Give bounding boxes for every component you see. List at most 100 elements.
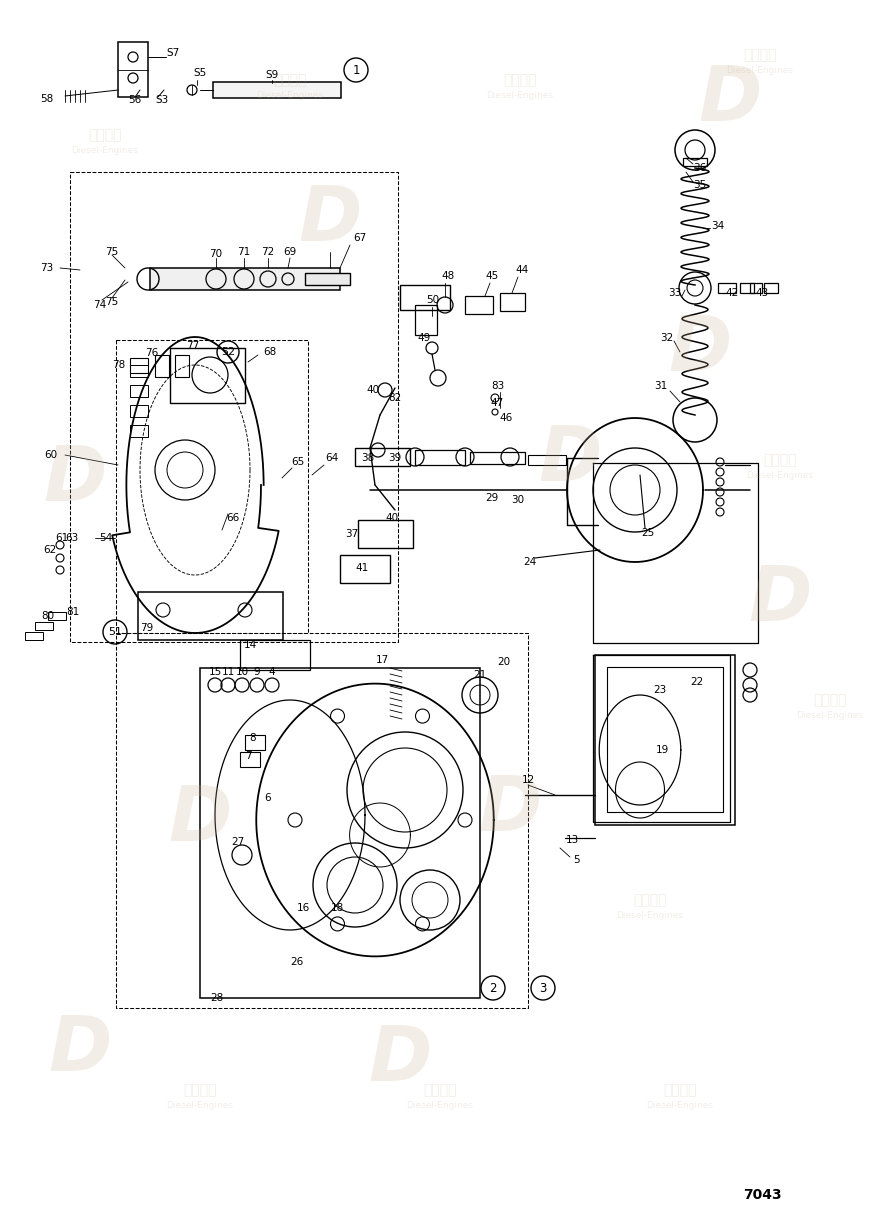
Text: 70: 70	[209, 248, 222, 260]
Bar	[718, 283, 736, 293]
Text: 聚发动力: 聚发动力	[634, 893, 667, 907]
Text: 75: 75	[105, 247, 118, 257]
Bar	[750, 283, 762, 293]
Bar	[740, 283, 754, 293]
Text: 11: 11	[222, 667, 235, 677]
Text: 聚发动力: 聚发动力	[273, 73, 307, 87]
Bar	[528, 455, 566, 465]
Text: 68: 68	[263, 347, 277, 357]
Text: 2: 2	[490, 982, 497, 995]
Text: 聚发动力: 聚发动力	[183, 1082, 217, 1097]
Text: 73: 73	[40, 263, 53, 273]
Text: 14: 14	[243, 640, 256, 649]
Text: 82: 82	[388, 394, 401, 403]
Text: 61: 61	[55, 533, 69, 542]
Text: 72: 72	[262, 247, 275, 257]
Text: Diesel-Engines: Diesel-Engines	[71, 145, 139, 155]
Bar	[200, 668, 480, 998]
Text: 7: 7	[245, 752, 251, 761]
Text: 12: 12	[522, 775, 535, 785]
Text: 22: 22	[691, 676, 704, 688]
Bar	[305, 273, 350, 285]
Text: 7043: 7043	[742, 1188, 781, 1202]
Bar	[683, 157, 707, 166]
Text: 67: 67	[353, 232, 367, 244]
Text: 56: 56	[128, 95, 142, 105]
Text: 80: 80	[42, 611, 54, 621]
Text: 24: 24	[523, 557, 537, 567]
Bar	[130, 426, 148, 437]
Text: 41: 41	[355, 563, 368, 573]
Text: 62: 62	[44, 545, 57, 555]
Bar	[465, 296, 493, 314]
Text: D: D	[48, 1014, 111, 1087]
Text: 38: 38	[361, 453, 375, 462]
Text: 54: 54	[100, 533, 113, 542]
Bar	[500, 293, 525, 311]
Text: 45: 45	[485, 271, 498, 280]
Text: 69: 69	[283, 247, 296, 257]
Text: Diesel-Engines: Diesel-Engines	[407, 1101, 473, 1109]
Text: 65: 65	[291, 458, 304, 467]
Bar	[400, 285, 450, 310]
Text: 29: 29	[485, 493, 498, 503]
Text: Diesel-Engines: Diesel-Engines	[726, 65, 794, 75]
Text: 10: 10	[236, 667, 248, 677]
Text: 16: 16	[296, 903, 310, 913]
Bar	[470, 451, 525, 464]
Text: 60: 60	[44, 450, 58, 460]
Text: 33: 33	[668, 288, 682, 298]
Text: Diesel-Engines: Diesel-Engines	[646, 1101, 714, 1109]
Text: 1: 1	[352, 64, 360, 76]
Text: 76: 76	[145, 348, 158, 358]
Bar	[764, 283, 778, 293]
Bar	[175, 355, 189, 378]
Bar	[607, 667, 723, 812]
Text: D: D	[668, 312, 732, 387]
Text: Diesel-Engines: Diesel-Engines	[747, 471, 813, 480]
Text: 聚发动力: 聚发动力	[813, 692, 846, 707]
Text: 26: 26	[290, 957, 303, 967]
Bar	[138, 592, 283, 640]
Text: 34: 34	[711, 221, 724, 231]
Text: 13: 13	[565, 835, 578, 845]
Text: 8: 8	[250, 733, 256, 743]
Text: 21: 21	[473, 670, 487, 680]
Text: 58: 58	[40, 93, 53, 105]
Bar	[355, 448, 410, 466]
Bar	[358, 520, 413, 549]
Text: 3: 3	[539, 982, 546, 995]
Text: 18: 18	[330, 903, 344, 913]
Text: 23: 23	[653, 685, 667, 695]
Bar	[240, 752, 260, 768]
Bar	[25, 632, 43, 640]
Text: 42: 42	[725, 288, 739, 298]
Text: 43: 43	[756, 288, 769, 298]
Text: 17: 17	[376, 656, 389, 665]
Bar	[340, 555, 390, 583]
Text: D: D	[478, 772, 542, 847]
Text: Diesel-Engines: Diesel-Engines	[166, 1101, 233, 1109]
Bar	[130, 358, 148, 373]
Text: 52: 52	[221, 347, 235, 357]
Text: S5: S5	[193, 68, 206, 77]
Text: 9: 9	[254, 667, 260, 677]
Text: D: D	[699, 63, 762, 137]
Text: 47: 47	[490, 399, 504, 408]
Bar	[118, 42, 148, 97]
Text: 50: 50	[426, 295, 440, 305]
Bar	[48, 613, 66, 620]
Text: Diesel-Engines: Diesel-Engines	[256, 91, 323, 100]
Text: 25: 25	[642, 528, 655, 538]
Text: S3: S3	[156, 95, 168, 105]
Text: 27: 27	[231, 836, 245, 847]
Text: 46: 46	[499, 413, 513, 423]
Text: 4: 4	[269, 667, 275, 677]
Text: 聚发动力: 聚发动力	[743, 48, 777, 62]
Text: D: D	[168, 784, 231, 857]
Bar	[130, 405, 148, 417]
Text: 19: 19	[655, 745, 668, 755]
Text: 71: 71	[238, 247, 251, 257]
Text: 37: 37	[345, 529, 359, 539]
Text: D: D	[748, 563, 812, 637]
